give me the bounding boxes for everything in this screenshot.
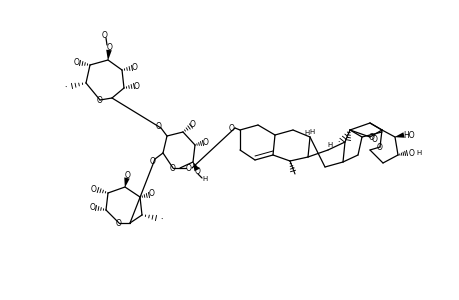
Text: O: O xyxy=(408,148,414,158)
Text: •: • xyxy=(346,137,348,141)
Text: O: O xyxy=(97,95,103,104)
Polygon shape xyxy=(106,50,112,60)
Polygon shape xyxy=(394,132,404,138)
Text: O: O xyxy=(102,31,108,40)
Text: O: O xyxy=(91,184,97,194)
Text: H: H xyxy=(327,142,332,148)
Text: O: O xyxy=(156,122,162,130)
Text: H: H xyxy=(202,176,207,182)
Polygon shape xyxy=(192,162,199,171)
Text: H: H xyxy=(309,129,314,135)
Text: O: O xyxy=(368,133,374,142)
Text: O: O xyxy=(170,164,175,172)
Text: O: O xyxy=(74,58,80,67)
Text: O: O xyxy=(371,134,377,143)
Text: O: O xyxy=(116,218,122,227)
Text: H: H xyxy=(304,130,309,136)
Text: O: O xyxy=(134,82,140,91)
Text: •: • xyxy=(161,218,163,222)
Text: •: • xyxy=(337,141,340,145)
Text: O: O xyxy=(132,62,138,71)
Text: O: O xyxy=(185,164,191,172)
Text: O: O xyxy=(195,167,201,176)
Text: O: O xyxy=(107,43,113,52)
Text: •: • xyxy=(65,86,67,90)
Text: O: O xyxy=(149,190,155,199)
Text: O: O xyxy=(376,142,382,152)
Text: O: O xyxy=(150,157,156,166)
Text: O: O xyxy=(90,202,96,211)
Text: HO: HO xyxy=(402,130,414,140)
Text: O: O xyxy=(125,170,131,179)
Polygon shape xyxy=(124,177,129,187)
Text: O: O xyxy=(190,119,196,128)
Text: •: • xyxy=(291,167,294,171)
Text: H: H xyxy=(415,150,421,156)
Text: O: O xyxy=(229,124,235,133)
Text: O: O xyxy=(202,137,208,146)
